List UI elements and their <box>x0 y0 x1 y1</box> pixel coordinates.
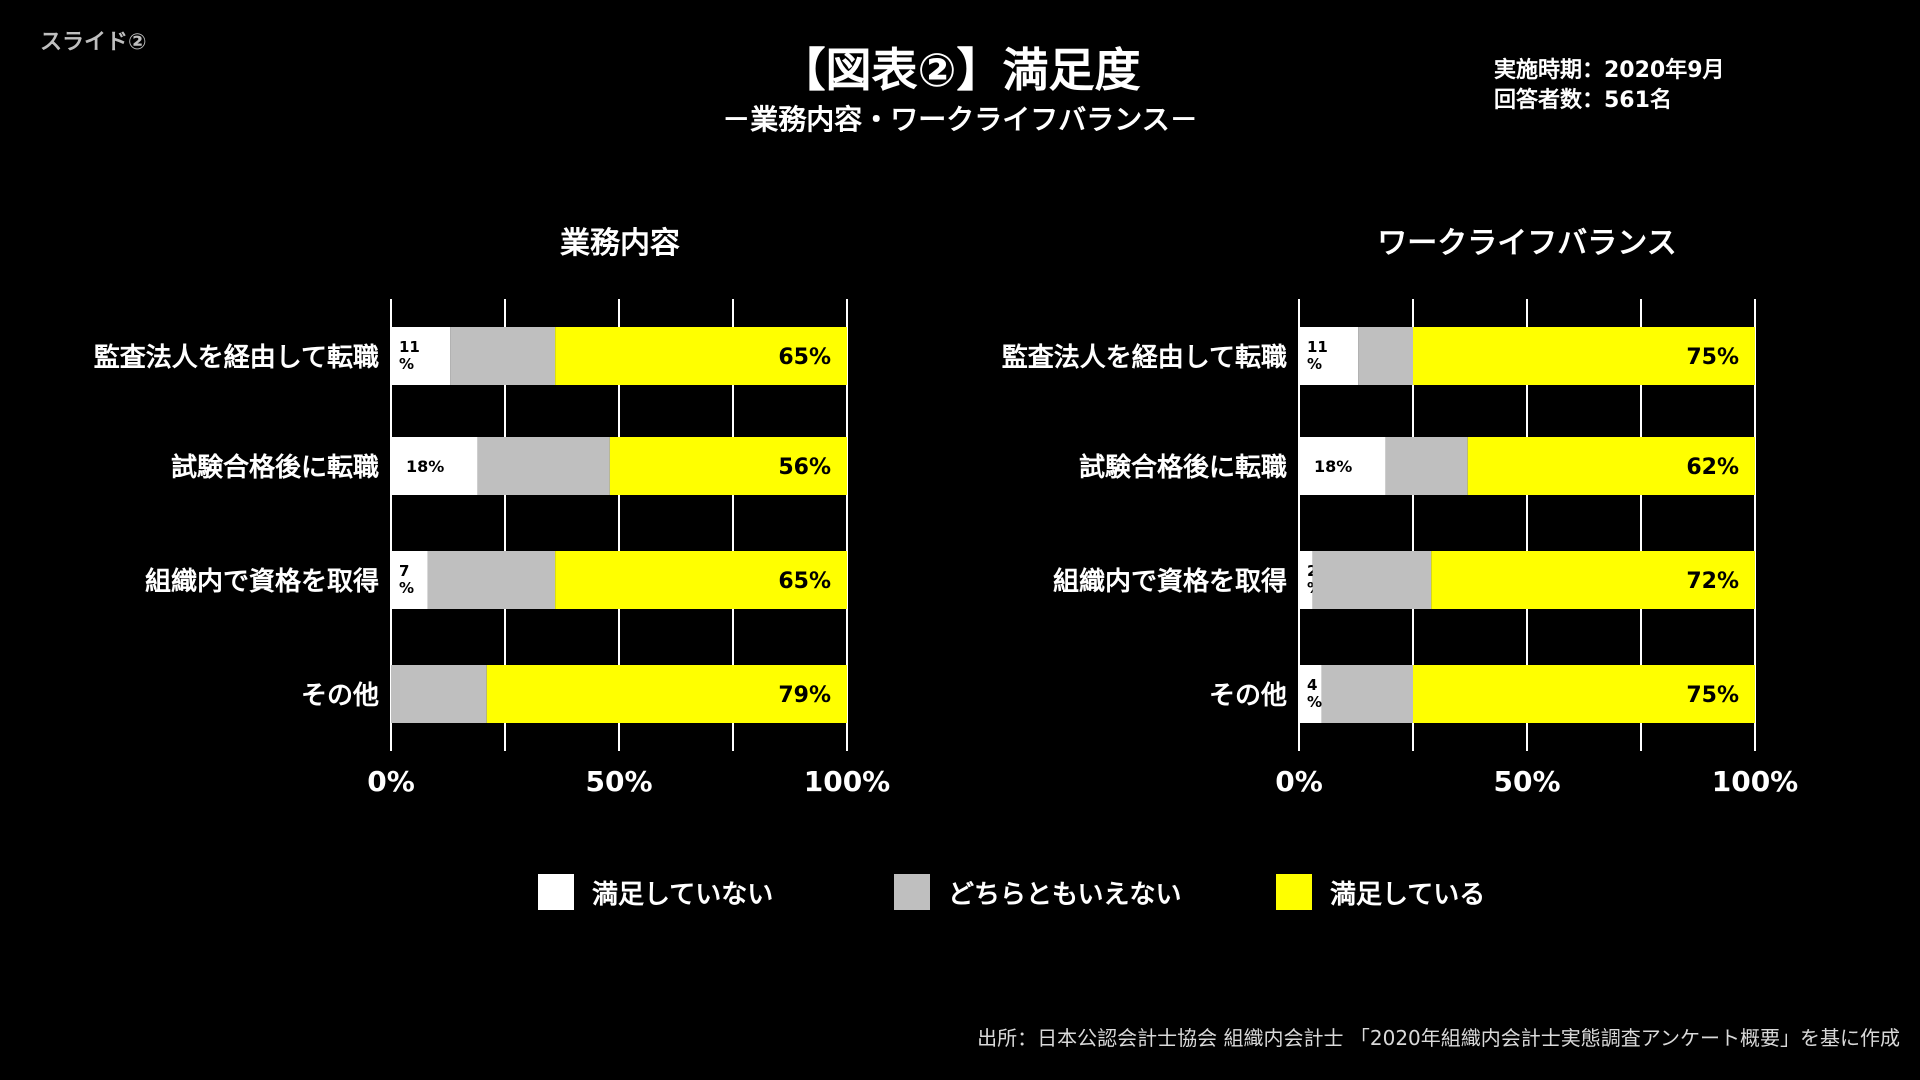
category-label-wlb-1: 試験合格後に転職 <box>1079 452 1287 483</box>
category-label-work-2: 組織内で資格を取得 <box>145 566 379 597</box>
bar-work-3-neutral <box>391 665 487 723</box>
bar-wlb-0-unsatisfied <box>1299 327 1359 385</box>
legend-swatch-neutral <box>894 874 930 910</box>
bar-work-3-satisfied <box>486 665 847 723</box>
data-label-wlb-0-unsatisfied: 11% <box>1307 338 1328 373</box>
category-label-work-3: その他 <box>301 681 379 711</box>
x-tick-label-wlb-1: 50% <box>1493 765 1560 798</box>
legend-swatch-unsatisfied <box>538 874 574 910</box>
bar-work-1-neutral <box>477 437 610 495</box>
bar-wlb-1-satisfied <box>1467 437 1755 495</box>
x-tick-label-work-0: 0% <box>367 765 415 798</box>
data-label-work-0-satisfied: 65% <box>778 345 831 370</box>
category-label-work-0: 監査法人を経由して転職 <box>94 342 379 373</box>
category-label-wlb-2: 組織内で資格を取得 <box>1053 566 1287 597</box>
data-label-wlb-0-satisfied: 75% <box>1686 345 1739 370</box>
bar-wlb-0-satisfied <box>1413 327 1755 385</box>
legend-label-neutral: どちらともいえない <box>948 879 1182 910</box>
data-label-wlb-2-satisfied: 72% <box>1686 569 1739 594</box>
bar-work-1-unsatisfied <box>391 437 478 495</box>
bar-wlb-1-neutral <box>1385 437 1468 495</box>
bar-work-2-neutral <box>427 551 556 609</box>
source-note: 出所：日本公認会計士協会 組織内会計士 「2020年組織内会計士実態調査アンケー… <box>977 1026 1900 1050</box>
bar-work-0-unsatisfied <box>391 327 451 385</box>
bar-work-0-neutral <box>450 327 556 385</box>
bar-work-1-satisfied <box>609 437 847 495</box>
page-title: 【図表②】満足度 <box>779 43 1141 97</box>
x-tick-label-work-1: 50% <box>585 765 652 798</box>
bar-wlb-2-unsatisfied <box>1299 551 1313 609</box>
bar-wlb-0-neutral <box>1358 327 1413 385</box>
bar-wlb-3-neutral <box>1321 665 1413 723</box>
category-label-wlb-0: 監査法人を経由して転職 <box>1002 342 1287 373</box>
legend-label-satisfied: 満足している <box>1330 879 1486 910</box>
bar-wlb-3-unsatisfied <box>1299 665 1322 723</box>
bar-wlb-1-unsatisfied <box>1299 437 1386 495</box>
legend-swatch-satisfied <box>1276 874 1312 910</box>
survey-meta: 実施時期：2020年9月 回答者数：561名 <box>1494 56 1725 116</box>
data-label-work-0-unsatisfied: 11% <box>399 338 420 373</box>
legend-item-unsatisfied: 満足していない <box>538 872 773 912</box>
chart-title-work: 業務内容 <box>560 226 680 261</box>
legend-item-satisfied: 満足している <box>1276 872 1485 912</box>
bar-work-0-satisfied <box>555 327 847 385</box>
bar-work-2-unsatisfied <box>391 551 428 609</box>
legend-label-unsatisfied: 満足していない <box>592 879 774 910</box>
x-tick-label-work-2: 100% <box>804 765 891 798</box>
legend-item-neutral: どちらともいえない <box>894 872 1181 912</box>
data-label-work-1-unsatisfied: 18% <box>406 457 444 476</box>
category-label-wlb-3: その他 <box>1209 681 1287 711</box>
data-label-work-2-unsatisfied: 7% <box>399 562 414 597</box>
data-label-wlb-3-unsatisfied: 4% <box>1307 676 1322 711</box>
bar-wlb-3-satisfied <box>1413 665 1755 723</box>
bar-work-2-satisfied <box>555 551 847 609</box>
x-tick-label-wlb-2: 100% <box>1712 765 1799 798</box>
category-label-work-1: 試験合格後に転職 <box>171 452 379 483</box>
data-label-wlb-1-satisfied: 62% <box>1686 455 1739 480</box>
survey-period: 実施時期：2020年9月 <box>1494 58 1725 83</box>
data-label-work-1-satisfied: 56% <box>778 455 831 480</box>
data-label-wlb-1-unsatisfied: 18% <box>1314 457 1352 476</box>
survey-respondents: 回答者数：561名 <box>1494 88 1672 113</box>
chart-title-wlb: ワークライフバランス <box>1377 226 1677 261</box>
data-label-work-2-satisfied: 65% <box>778 569 831 594</box>
x-tick-label-wlb-0: 0% <box>1275 765 1323 798</box>
data-label-wlb-3-satisfied: 75% <box>1686 683 1739 708</box>
page-subtitle: －業務内容・ワークライフバランス－ <box>722 103 1198 136</box>
bar-wlb-2-neutral <box>1312 551 1432 609</box>
bar-wlb-2-satisfied <box>1431 551 1755 609</box>
data-label-work-3-satisfied: 79% <box>778 683 831 708</box>
slide-label: スライド② <box>40 30 147 55</box>
